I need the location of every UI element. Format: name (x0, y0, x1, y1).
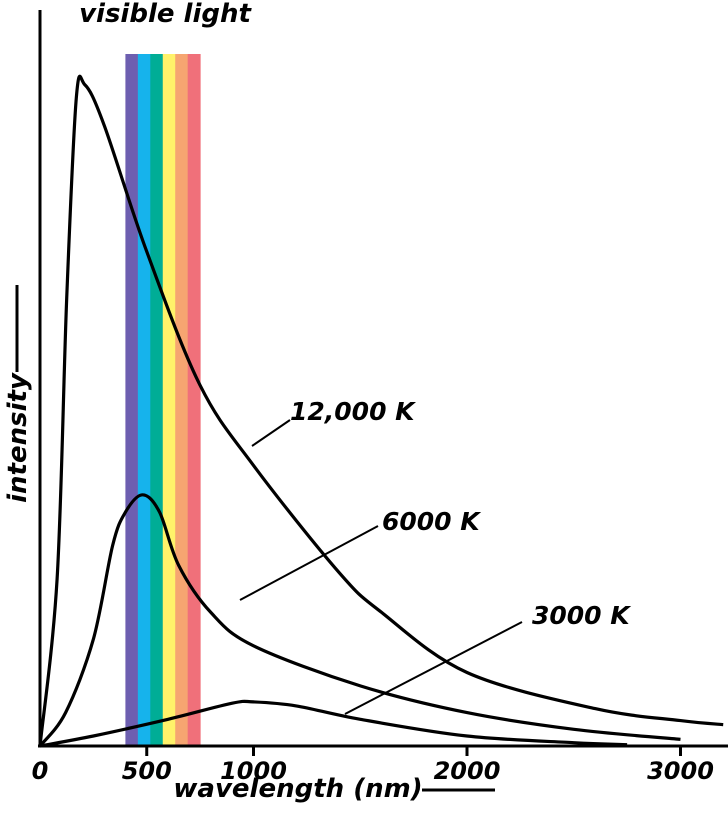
x-tick-label-0: 0 (32, 757, 49, 785)
label-12000-k: 12,000 K (290, 397, 416, 426)
x-ticks: 0 500 1000 2000 3000 (32, 746, 714, 785)
curve-series-1 (38, 493, 681, 748)
x-tick-label-2000: 2000 (434, 757, 501, 785)
band-stripe-1 (137, 54, 151, 746)
curve-series-2 (39, 699, 628, 748)
leader-12000 (251, 419, 291, 447)
band-stripe-4 (175, 54, 189, 746)
leader-3000 (344, 621, 523, 715)
label-6000-k: 6000 K (382, 507, 481, 536)
band-stripe-2 (150, 54, 164, 746)
x-tick-label-1000: 1000 (220, 757, 287, 785)
band-label: visible light (79, 0, 252, 29)
x-tick-label-500: 500 (122, 757, 172, 785)
label-3000-k: 3000 K (532, 601, 631, 630)
band-stripe-5 (187, 54, 201, 746)
curves (38, 74, 724, 748)
y-axis-title: intensity (3, 372, 33, 503)
visible-light-band (125, 54, 201, 746)
x-tick-label-3000: 3000 (647, 757, 714, 785)
curve-series-0 (38, 74, 724, 747)
x-axis-title: wavelength (nm) (173, 774, 422, 804)
band-stripe-0 (125, 54, 139, 746)
leader-6000 (239, 525, 379, 601)
band-stripe-3 (162, 54, 176, 746)
